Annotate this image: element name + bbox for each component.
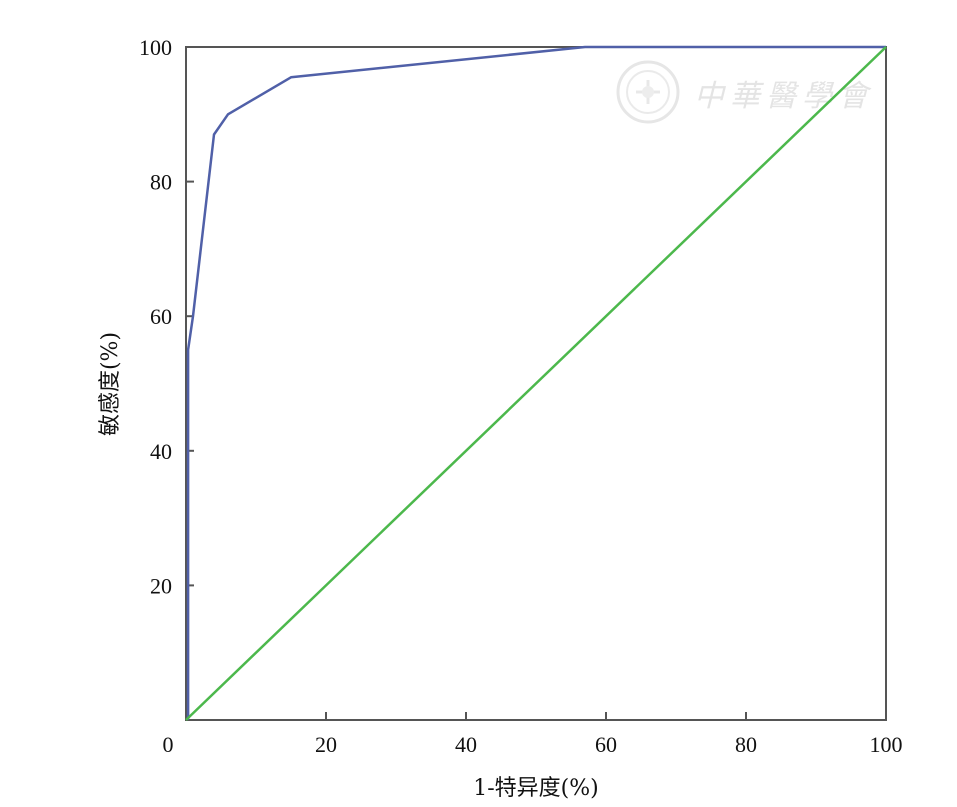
watermark: 中華醫學會 — [616, 60, 874, 124]
x-tick-label: 20 — [315, 732, 337, 757]
watermark-text: 中華醫學會 — [694, 79, 874, 114]
y-tick-label: 60 — [150, 304, 172, 329]
x-axis-title: 1-特异度(%) — [473, 776, 599, 801]
x-tick-label: 40 — [455, 732, 477, 757]
y-tick-label: 100 — [139, 35, 172, 60]
x-tick-label: 0 — [163, 732, 174, 757]
plot-frame — [185, 46, 887, 721]
y-axis: 20 40 60 80 100 — [139, 35, 194, 598]
x-axis: 0 20 40 60 80 100 — [163, 712, 903, 757]
series-layer — [185, 45, 887, 721]
reference-diagonal-line — [185, 46, 887, 721]
watermark-emblem-icon — [616, 60, 680, 124]
x-tick-label: 80 — [735, 732, 757, 757]
x-tick-label: 100 — [870, 732, 903, 757]
y-tick-label: 40 — [150, 439, 172, 464]
y-tick-label: 80 — [150, 170, 172, 195]
y-tick-label: 20 — [150, 573, 172, 598]
y-axis-title: 敏感度(%) — [98, 332, 123, 436]
x-tick-label: 60 — [595, 732, 617, 757]
roc-curve-line — [186, 45, 886, 720]
